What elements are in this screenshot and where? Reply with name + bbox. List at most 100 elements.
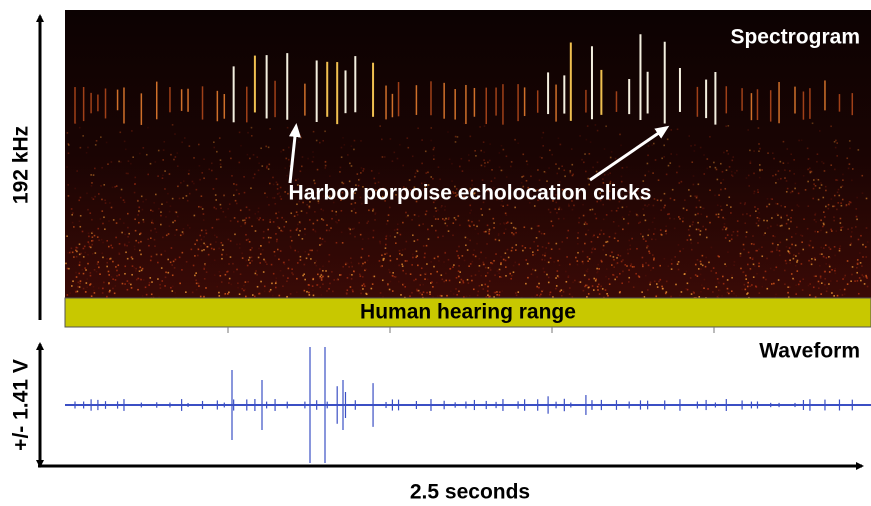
noise-dot (819, 253, 822, 255)
noise-dot (203, 236, 205, 238)
noise-dot (440, 274, 443, 276)
band-label: Human hearing range (360, 301, 576, 324)
noise-dot (633, 265, 635, 268)
noise-dot (227, 238, 230, 241)
noise-dot (828, 265, 831, 268)
noise-dot (709, 166, 711, 168)
noise-dot (165, 271, 167, 274)
noise-dot (471, 220, 473, 223)
noise-dot (299, 222, 301, 224)
noise-dot (525, 160, 528, 163)
noise-dot (213, 259, 216, 262)
noise-dot (481, 214, 484, 216)
noise-dot (856, 271, 859, 274)
noise-dot (225, 253, 228, 256)
noise-dot (133, 191, 136, 194)
noise-dot (806, 147, 809, 150)
noise-dot (689, 238, 692, 241)
noise-dot (664, 292, 667, 295)
noise-dot (710, 246, 713, 249)
noise-dot (66, 235, 68, 238)
noise-dot (556, 270, 559, 272)
noise-dot (578, 221, 580, 224)
noise-dot (536, 249, 539, 251)
noise-dot (436, 295, 439, 297)
noise-dot (238, 247, 241, 249)
noise-dot (156, 252, 158, 255)
noise-dot (515, 294, 518, 297)
noise-dot (150, 209, 152, 212)
noise-dot (555, 287, 557, 290)
noise-dot (99, 218, 102, 220)
noise-dot (95, 139, 98, 142)
noise-dot (237, 220, 239, 223)
noise-dot (69, 250, 72, 253)
noise-dot (726, 204, 728, 206)
noise-dot (720, 182, 722, 184)
noise-dot (807, 168, 809, 171)
noise-dot (697, 221, 699, 224)
noise-dot (455, 276, 458, 279)
noise-dot (847, 167, 850, 170)
noise-dot (144, 286, 147, 289)
noise-dot (312, 156, 315, 158)
noise-dot (266, 196, 269, 199)
noise-dot (203, 177, 205, 180)
noise-dot (629, 210, 631, 213)
noise-dot (415, 250, 418, 253)
noise-dot (771, 283, 773, 285)
noise-dot (325, 270, 327, 272)
noise-dot (697, 212, 699, 215)
noise-dot (608, 190, 611, 192)
noise-dot (385, 234, 388, 237)
noise-dot (617, 207, 620, 210)
noise-dot (803, 218, 805, 220)
noise-dot (817, 198, 820, 201)
noise-dot (704, 265, 707, 268)
noise-dot (822, 222, 825, 225)
noise-dot (322, 219, 325, 221)
noise-dot (228, 150, 231, 153)
noise-dot (299, 230, 301, 232)
noise-dot (677, 268, 680, 271)
noise-dot (574, 279, 576, 282)
noise-dot (652, 267, 655, 269)
noise-dot (344, 263, 347, 266)
noise-dot (76, 290, 79, 293)
noise-dot (89, 212, 92, 214)
noise-dot (196, 254, 199, 257)
noise-dot (616, 276, 618, 278)
noise-dot (271, 282, 273, 285)
noise-dot (359, 289, 362, 292)
noise-dot (560, 289, 563, 291)
noise-dot (612, 256, 615, 258)
noise-dot (424, 150, 427, 153)
noise-dot (337, 278, 339, 281)
noise-dot (197, 248, 200, 251)
noise-dot (544, 171, 547, 174)
noise-dot (420, 267, 423, 270)
noise-dot (404, 248, 406, 250)
noise-dot (825, 257, 828, 259)
noise-dot (207, 253, 210, 256)
noise-dot (667, 213, 669, 216)
noise-dot (313, 179, 315, 182)
noise-dot (205, 229, 207, 232)
noise-dot (133, 248, 136, 251)
noise-dot (705, 228, 707, 231)
noise-dot (228, 291, 230, 294)
noise-dot (93, 268, 96, 271)
noise-dot (426, 291, 428, 294)
noise-dot (316, 249, 319, 252)
noise-dot (758, 217, 761, 220)
noise-dot (172, 221, 174, 224)
noise-dot (537, 199, 539, 202)
noise-dot (268, 182, 271, 185)
noise-dot (717, 255, 719, 257)
noise-dot (603, 148, 606, 150)
noise-dot (415, 192, 418, 195)
noise-dot (725, 265, 728, 267)
noise-dot (779, 254, 781, 257)
noise-dot (507, 256, 510, 259)
noise-dot (244, 221, 247, 224)
